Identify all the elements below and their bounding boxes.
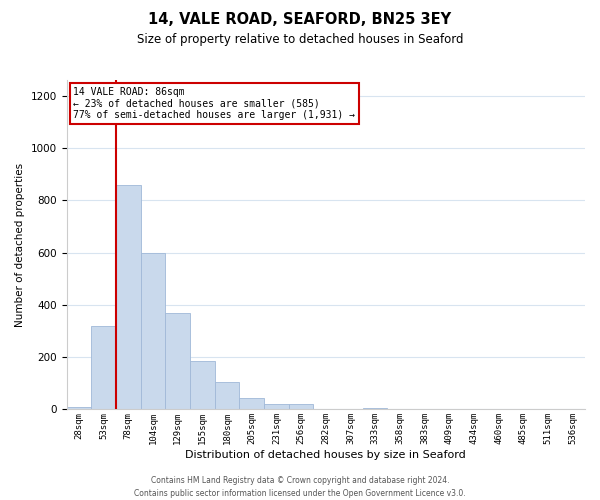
X-axis label: Distribution of detached houses by size in Seaford: Distribution of detached houses by size … bbox=[185, 450, 466, 460]
Bar bbox=[116, 184, 140, 410]
Bar bbox=[363, 408, 388, 410]
Bar bbox=[140, 252, 165, 410]
Text: Size of property relative to detached houses in Seaford: Size of property relative to detached ho… bbox=[137, 32, 463, 46]
Bar bbox=[239, 398, 264, 409]
Y-axis label: Number of detached properties: Number of detached properties bbox=[15, 162, 25, 327]
Bar bbox=[264, 404, 289, 409]
Bar bbox=[165, 312, 190, 410]
Bar bbox=[67, 407, 91, 410]
Text: 14 VALE ROAD: 86sqm
← 23% of detached houses are smaller (585)
77% of semi-detac: 14 VALE ROAD: 86sqm ← 23% of detached ho… bbox=[73, 87, 355, 120]
Text: Contains HM Land Registry data © Crown copyright and database right 2024.
Contai: Contains HM Land Registry data © Crown c… bbox=[134, 476, 466, 498]
Bar bbox=[289, 404, 313, 409]
Bar bbox=[215, 382, 239, 409]
Bar bbox=[190, 361, 215, 410]
Bar bbox=[91, 326, 116, 409]
Text: 14, VALE ROAD, SEAFORD, BN25 3EY: 14, VALE ROAD, SEAFORD, BN25 3EY bbox=[148, 12, 452, 28]
